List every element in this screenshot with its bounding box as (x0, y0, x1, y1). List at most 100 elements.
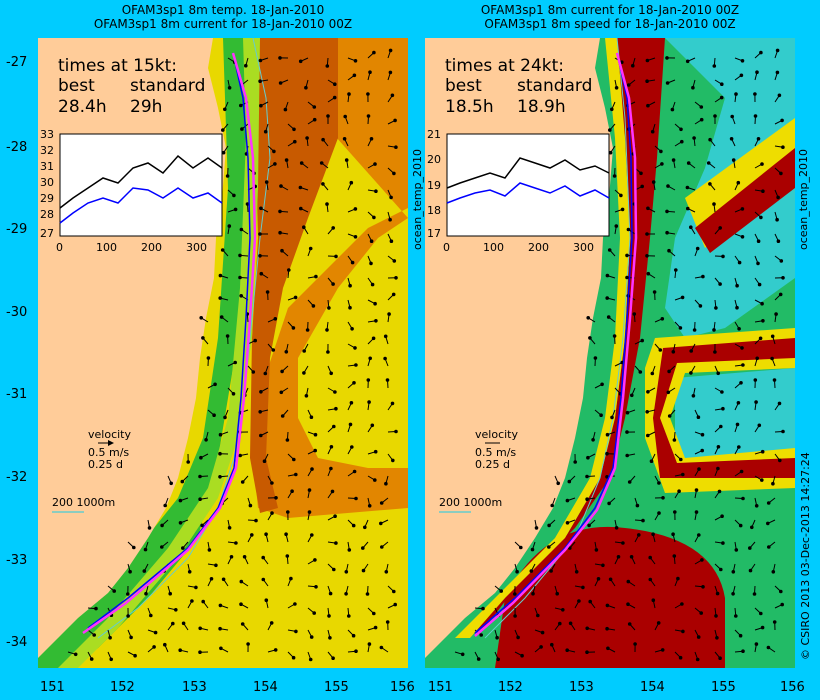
velocity-arrow-head (716, 371, 721, 376)
speed-yellow-jet (455, 38, 630, 638)
velocity-arrow-head (753, 114, 758, 118)
velocity-arrow-head (700, 448, 705, 453)
velocity-arrow-head (220, 248, 225, 252)
lon-tick: 154 (640, 680, 665, 695)
velocity-arrow-head (694, 510, 699, 514)
velocity-arrow-head (720, 390, 724, 394)
velocity-arrow-head (616, 555, 621, 559)
velocity-arrow-head (777, 93, 782, 98)
velocity-arrow-head (780, 602, 785, 607)
velocity-arrow-head (310, 533, 314, 537)
velocity-arrow-head (368, 70, 372, 75)
velocity-arrow-head (366, 92, 370, 96)
velocity-arrow-head (305, 328, 310, 332)
best-time-value-right: 18.5h (445, 97, 494, 117)
velocity-arrow-head (186, 460, 190, 464)
velocity-arrow-head (379, 645, 384, 650)
velocity-arrow-head (329, 445, 334, 449)
velocity-arrow-head (279, 390, 284, 395)
velocity-arrow-head (142, 569, 147, 573)
velocity-arrow-head (331, 282, 335, 286)
velocity-arrow-head (757, 423, 762, 428)
velocity-arrow-head (163, 642, 167, 647)
velocity-arrow-head (383, 334, 388, 339)
velocity-arrow-head (394, 276, 398, 280)
velocity-arrow-head (153, 630, 158, 635)
velocity-arrow-head (367, 400, 371, 404)
velocity-arrow-head (178, 648, 182, 653)
velocity-arrow-head (777, 401, 782, 406)
velocity-arrow-head (368, 356, 373, 361)
lon-tick: 151 (40, 680, 65, 695)
velocity-arrow-head (370, 423, 375, 428)
velocity-arrow-head (227, 86, 232, 90)
velocity-arrow-head (601, 563, 605, 568)
velocity-arrow-head (272, 149, 276, 154)
velocity-arrow-head (293, 295, 298, 300)
col-best-label-right: best (445, 76, 482, 96)
velocity-arrow-head (753, 92, 757, 96)
velocity-arrow-head (556, 481, 560, 486)
velocity-arrow-head (550, 503, 554, 508)
right-title-2: OFAM3sp1 8m speed for 18-Jan-2010 00Z (484, 17, 736, 31)
velocity-arrow-head (646, 206, 650, 211)
velocity-arrows-right (454, 48, 785, 662)
legend-velocity-right: velocity (475, 428, 518, 441)
inset-x-ticks: 0 100 200 300 (56, 241, 207, 254)
velocity-arrow-head (334, 541, 338, 545)
velocity-arrow-head (698, 304, 703, 308)
velocity-arrow-head (307, 488, 312, 492)
velocity-arrow-head (385, 620, 390, 624)
velocity-arrow-head (374, 319, 378, 323)
velocity-arrow-head (126, 592, 130, 596)
velocity-arrow-head (144, 591, 148, 596)
velocity-arrow-head (779, 589, 783, 594)
svg-text:0: 0 (443, 241, 450, 254)
velocity-arrow-head (612, 174, 617, 178)
legend-speed: 0.5 m/s (88, 446, 129, 459)
velocity-arrow-head (775, 70, 780, 75)
velocity-arrow-head (239, 294, 243, 298)
velocity-arrow-head (312, 611, 317, 615)
velocity-arrow-head (686, 206, 690, 211)
velocity-arrow-head (748, 568, 753, 573)
velocity-arrow-head (218, 432, 223, 437)
velocity-arrow-head (699, 611, 704, 615)
velocity-arrow-head (331, 656, 335, 661)
velocity-arrow-head (739, 469, 744, 474)
velocity-arrow-head (327, 614, 331, 618)
velocity-arrow-head (258, 410, 262, 414)
velocity-arrow-head (373, 301, 377, 306)
velocity-arrow-head (574, 570, 579, 574)
velocity-arrow-head (284, 532, 288, 537)
velocity-arrow-head (640, 184, 644, 189)
velocity-arrow-head (606, 315, 611, 319)
velocity-arrow-head (651, 598, 656, 603)
velocity-arrow-head (265, 290, 270, 294)
velocity-arrow-head (264, 180, 269, 184)
velocity-arrow-head (625, 253, 629, 258)
velocity-arrow-head (757, 282, 762, 287)
svg-text:27: 27 (40, 227, 54, 240)
col-standard-label: standard (130, 76, 205, 96)
velocity-arrow-head (293, 602, 297, 606)
velocity-arrow-head (516, 635, 520, 640)
velocity-arrow-head (274, 496, 278, 500)
velocity-arrow-head (665, 230, 669, 235)
lat-tick: -34 (6, 635, 28, 650)
velocity-arrow-head (697, 467, 701, 471)
velocity-arrow-head (593, 356, 598, 360)
svg-text:30: 30 (40, 176, 54, 189)
lon-tick: 154 (253, 680, 278, 695)
velocity-arrow-head (692, 136, 696, 140)
velocity-arrow-head (299, 206, 303, 211)
velocity-arrow-head (753, 378, 758, 382)
velocity-arrow-head (760, 449, 765, 454)
velocity-arrow-head (238, 253, 242, 258)
velocity-arrow-head (225, 334, 230, 338)
velocity-arrow-head (658, 348, 663, 352)
velocity-arrow-head (302, 349, 307, 353)
velocity-arrow-head (143, 547, 148, 552)
velocity-arrow-head (739, 73, 744, 78)
legend-speed-right: 0.5 m/s (475, 446, 516, 459)
